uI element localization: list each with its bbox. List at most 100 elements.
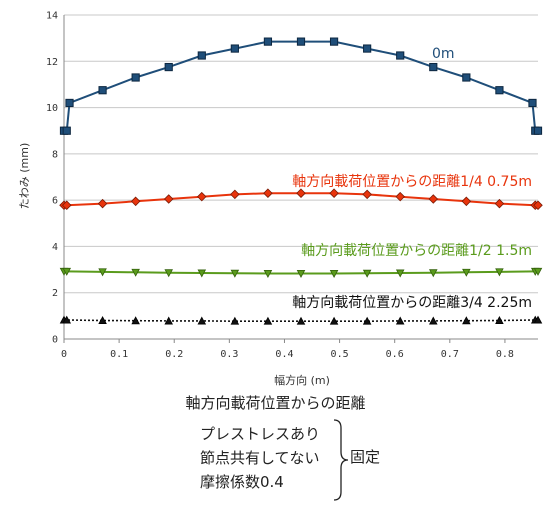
data-point xyxy=(495,268,504,277)
y-tick-label: 2 xyxy=(52,288,58,299)
data-point xyxy=(533,200,543,210)
x-tick-label: 0.8 xyxy=(496,349,514,360)
data-point xyxy=(462,316,471,325)
y-tick-label: 6 xyxy=(52,196,58,207)
data-point xyxy=(429,62,438,72)
x-tick-label: 0.2 xyxy=(165,349,183,360)
data-point xyxy=(62,315,72,324)
data-point xyxy=(263,188,273,198)
deflection-chart: 0 2 4 6 8 10 12 14 0 0.1 0.2 0.3 0.4 0.5 0.6 0.7 0.8 0m 軸… xyxy=(18,11,543,387)
y-tick-label: 14 xyxy=(46,11,58,22)
data-point xyxy=(395,316,405,325)
data-point xyxy=(395,191,405,202)
data-point xyxy=(462,73,471,82)
data-point xyxy=(130,196,141,207)
data-point xyxy=(230,269,240,278)
series-label: 軸方向載荷位置からの距離1/2 1.5m xyxy=(301,242,532,259)
series-3 xyxy=(59,267,543,278)
data-point xyxy=(263,37,273,46)
data-point xyxy=(528,98,537,108)
data-point xyxy=(495,86,504,95)
x-axis-title: 幅方向 (m) xyxy=(274,373,330,387)
data-point xyxy=(197,269,207,278)
data-point xyxy=(428,194,439,204)
y-tick-label: 8 xyxy=(52,149,58,160)
data-point xyxy=(363,44,372,53)
data-point xyxy=(97,198,108,209)
data-point xyxy=(494,198,505,209)
data-point xyxy=(296,316,306,325)
data-point xyxy=(98,86,107,95)
condition-line: 摩擦係数0.4 xyxy=(200,473,284,491)
data-point xyxy=(495,316,504,324)
data-point xyxy=(396,51,405,60)
axes xyxy=(63,15,538,343)
x-tick-label: 0.6 xyxy=(386,349,404,360)
x-tick-label: 0.5 xyxy=(331,349,349,360)
data-point xyxy=(296,188,306,198)
series-4 xyxy=(59,315,543,325)
data-point xyxy=(296,270,306,278)
series-line xyxy=(64,40,538,132)
data-point xyxy=(329,37,339,46)
data-point xyxy=(296,37,306,46)
condition-line: 節点共有してない xyxy=(200,449,320,467)
chart-caption: 軸方向載荷位置からの距離 xyxy=(185,394,366,412)
y-tick-label: 12 xyxy=(46,57,58,68)
data-point xyxy=(362,189,372,200)
data-point xyxy=(197,51,206,60)
x-tick-label: 0.7 xyxy=(441,349,459,360)
conditions-list: プレストレスあり 節点共有してない 摩擦係数0.4 xyxy=(200,422,320,494)
data-point xyxy=(230,44,239,53)
y-tick-label: 10 xyxy=(46,103,58,114)
data-point xyxy=(533,315,543,324)
data-point xyxy=(61,200,72,210)
data-point xyxy=(197,191,207,202)
data-point xyxy=(462,268,471,277)
data-point xyxy=(163,194,174,204)
y-tick-label: 4 xyxy=(52,242,58,253)
data-point xyxy=(131,316,140,325)
data-point xyxy=(362,316,372,325)
data-point xyxy=(429,316,438,325)
y-tick-label: 0 xyxy=(52,335,58,346)
series-1 xyxy=(59,37,543,135)
data-point xyxy=(533,126,543,135)
condition-line: プレストレスあり xyxy=(200,425,321,443)
data-point xyxy=(98,316,107,324)
series-group xyxy=(59,37,543,325)
data-point xyxy=(329,316,339,325)
tick-labels: 0 2 4 6 8 10 12 14 0 0.1 0.2 0.3 0.4 0.5 0.6 0.7 0.8 xyxy=(46,11,514,361)
data-point xyxy=(230,316,240,325)
data-point xyxy=(62,267,72,276)
series-labels: 0m 軸方向載荷位置からの距離1/4 0.75m 軸方向載荷位置からの距離1/2 1… xyxy=(292,46,532,311)
series-label: 軸方向載荷位置からの距離1/4 0.75m xyxy=(292,173,532,190)
y-axis-title: たわみ (mm) xyxy=(18,143,31,210)
series-label: 軸方向載荷位置からの距離3/4 2.25m xyxy=(292,294,532,311)
conditions-group-label: 固定 xyxy=(350,448,381,466)
data-point xyxy=(461,196,472,207)
series-label: 0m xyxy=(432,46,455,62)
data-point xyxy=(263,270,273,278)
data-point xyxy=(131,73,140,82)
curly-brace-icon xyxy=(333,419,349,501)
data-point xyxy=(65,98,74,108)
x-tick-label: 0.4 xyxy=(275,349,293,360)
series-2 xyxy=(59,188,543,210)
data-point xyxy=(329,188,339,198)
data-point xyxy=(395,269,405,278)
data-point xyxy=(164,269,173,278)
data-point xyxy=(329,270,339,278)
data-point xyxy=(230,189,240,200)
x-tick-label: 0.1 xyxy=(110,349,128,360)
data-point xyxy=(263,316,273,325)
data-point xyxy=(362,269,372,278)
data-point xyxy=(429,269,438,278)
data-point xyxy=(131,268,140,277)
data-point xyxy=(533,267,543,276)
data-point xyxy=(62,126,71,135)
data-point xyxy=(197,316,207,325)
data-point xyxy=(164,62,173,72)
data-point xyxy=(164,316,173,325)
x-tick-label: 0.3 xyxy=(220,349,238,360)
